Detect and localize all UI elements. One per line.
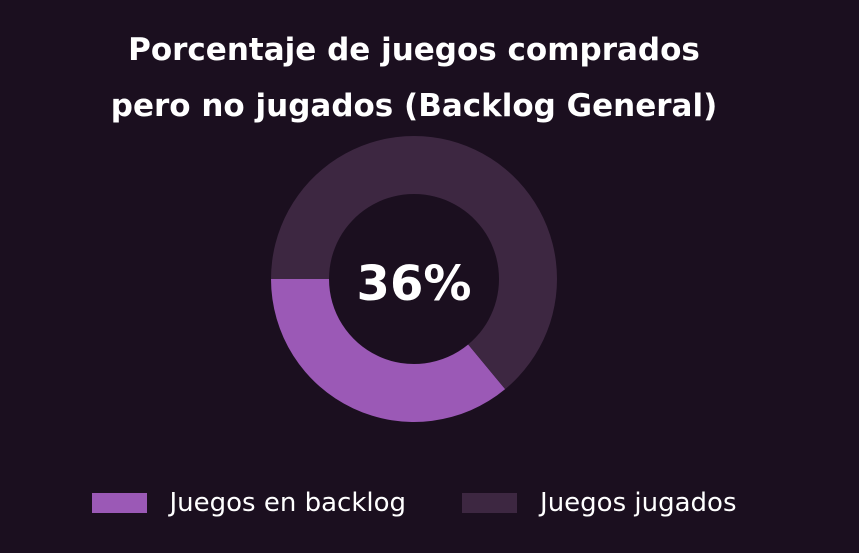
legend-label-played: Juegos jugados xyxy=(540,488,737,518)
legend-item-played: Juegos jugados xyxy=(462,488,737,518)
center-percentage-label: 36% xyxy=(357,256,472,312)
legend-swatch-played xyxy=(462,493,518,513)
donut-slice-backlog xyxy=(271,279,506,422)
legend-label-backlog: Juegos en backlog xyxy=(169,488,407,518)
legend-swatch-backlog xyxy=(91,493,147,513)
donut-slice-played xyxy=(271,136,557,390)
chart-title: Porcentaje de juegos comprados pero no j… xyxy=(0,22,828,134)
chart-title-line-2: pero no jugados (Backlog General) xyxy=(110,88,718,124)
chart-legend: Juegos en backlog Juegos jugados xyxy=(0,488,828,518)
legend-item-backlog: Juegos en backlog xyxy=(91,488,407,518)
donut-slices xyxy=(271,136,557,422)
chart-title-line-1: Porcentaje de juegos comprados xyxy=(128,32,700,68)
